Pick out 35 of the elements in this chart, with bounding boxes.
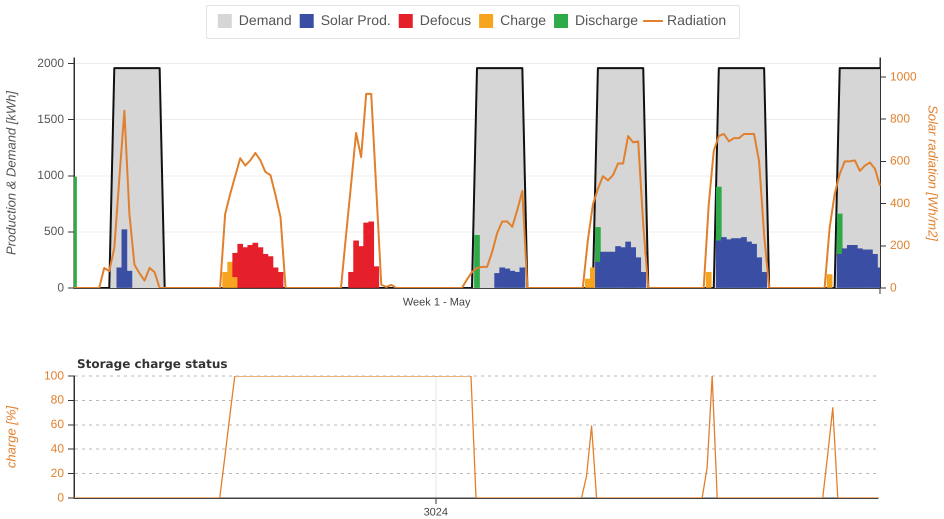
y2-tick-label: 800 xyxy=(890,112,910,126)
y-axis-title: Production & Demand [kWh] xyxy=(3,90,18,256)
y2-tick-label: 1000 xyxy=(890,69,918,84)
bar xyxy=(836,214,843,255)
bar xyxy=(595,227,601,263)
y-tick-label: 1500 xyxy=(37,112,64,126)
chart-title: Storage charge status xyxy=(77,357,228,371)
y-tick-label: 2000 xyxy=(37,56,64,70)
y-tick-label: 0 xyxy=(57,280,64,294)
y2-axis-title: Solar radiation [Wh/m2] xyxy=(926,105,941,242)
legend-label: Defocus xyxy=(420,12,472,28)
y-tick-label: 100 xyxy=(44,368,64,382)
y-tick-label: 60 xyxy=(50,417,64,432)
y2-tick-label: 600 xyxy=(890,154,910,168)
legend-label: Solar Prod. xyxy=(320,12,391,28)
y-tick-label: 0 xyxy=(57,490,64,504)
y-tick-label: 500 xyxy=(44,224,64,238)
y-axis-title: charge [%] xyxy=(3,406,18,468)
y-tick-label: 40 xyxy=(50,442,64,456)
y-tick-label: 80 xyxy=(50,392,64,407)
x-tick-label: 3024 xyxy=(424,506,448,519)
bar xyxy=(706,272,712,288)
bar xyxy=(826,274,832,288)
legend-label: Discharge xyxy=(575,12,638,28)
bar xyxy=(716,186,722,242)
y2-tick-label: 200 xyxy=(890,238,910,252)
legend-label: Radiation xyxy=(667,12,726,28)
legend-label: Charge xyxy=(500,12,546,28)
x-tick-label: Week 1 - May xyxy=(402,296,472,309)
bar xyxy=(474,234,480,288)
y2-tick-label: 0 xyxy=(890,280,897,294)
y-tick-label: 1000 xyxy=(37,168,64,182)
y2-tick-label: 400 xyxy=(890,196,910,210)
legend-label: Demand xyxy=(238,12,292,28)
y-tick-label: 20 xyxy=(50,466,64,480)
